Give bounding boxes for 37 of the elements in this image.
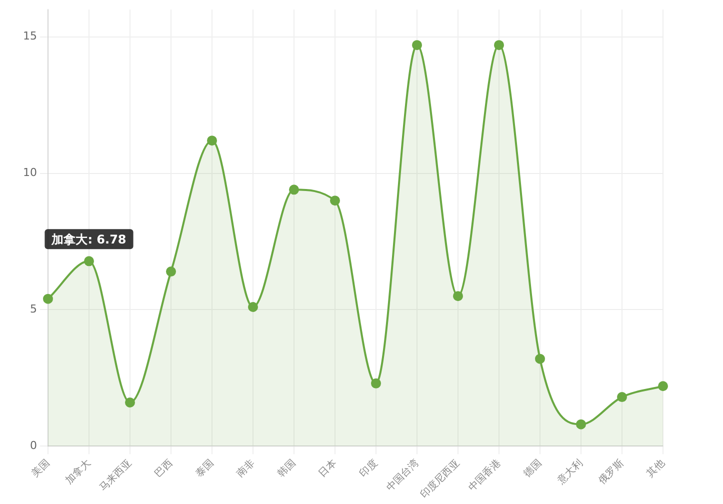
x-tick-label: 泰国 <box>194 458 216 480</box>
x-tick-label: 印度尼西亚 <box>418 456 462 501</box>
y-tick-label: 10 <box>22 166 37 180</box>
x-tick-label: 德国 <box>522 458 544 480</box>
x-tick-label: 中国台湾 <box>384 456 421 494</box>
point <box>494 40 504 50</box>
point <box>535 354 545 364</box>
y-tick-label: 5 <box>30 302 37 316</box>
x-tick-label: 南非 <box>234 456 257 480</box>
x-tick-label: 印度 <box>357 456 380 480</box>
point <box>42 294 53 304</box>
point <box>330 196 340 206</box>
point <box>617 392 627 402</box>
point <box>289 184 299 195</box>
point <box>453 291 463 302</box>
point <box>248 302 258 312</box>
point <box>125 398 135 408</box>
x-tick-label: 马来西亚 <box>97 456 134 494</box>
point <box>576 419 586 430</box>
x-tick-label: 其他 <box>644 456 667 480</box>
x-tick-label: 中国香港 <box>466 456 503 494</box>
y-tick-label: 0 <box>30 439 37 452</box>
point <box>84 256 94 266</box>
x-tick-label: 加拿大 <box>63 456 93 487</box>
x-tick-label: 巴西 <box>153 458 175 480</box>
x-tick-label: 意大利 <box>554 456 585 488</box>
x-tick-label: 韩国 <box>275 456 298 480</box>
y-tick-label: 15 <box>22 30 37 43</box>
point <box>658 381 668 392</box>
x-tick-label: 美国 <box>29 456 52 480</box>
x-tick-label: 俄罗斯 <box>596 456 626 487</box>
point <box>166 266 176 277</box>
point <box>412 40 422 50</box>
x-tick-label: 日本 <box>316 456 339 480</box>
point <box>371 378 381 388</box>
point <box>207 136 217 146</box>
annotation: 加拿大: 6.78 <box>50 232 126 246</box>
